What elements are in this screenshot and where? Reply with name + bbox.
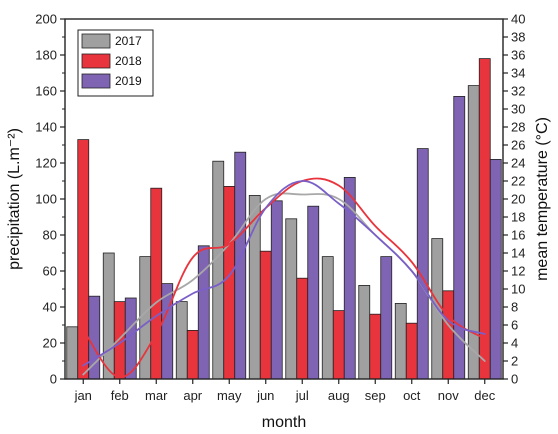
- y2-tick-label: 40: [511, 12, 525, 27]
- y2-tick-label: 28: [511, 120, 525, 135]
- x-tick-label-oct: oct: [403, 388, 421, 403]
- bar-2017-feb: [102, 252, 115, 380]
- y-tick-label: 120: [35, 156, 57, 171]
- bar-2018-dec: [478, 58, 491, 380]
- x-tick-label-aug: aug: [328, 388, 350, 403]
- bar-2018-jan: [77, 139, 90, 380]
- y2-tick-label: 32: [511, 84, 525, 99]
- y2-tick-label: 34: [511, 66, 525, 81]
- y2-tick-label: 16: [511, 228, 525, 243]
- y2-tick-label: 14: [511, 246, 525, 261]
- legend-label-2017: 2017: [115, 34, 142, 48]
- bar-2018-aug: [332, 310, 345, 380]
- bar-2019-oct: [416, 148, 429, 380]
- y2-axis-title: mean temperature (°C): [534, 117, 551, 281]
- bar-2017-sep: [358, 284, 371, 380]
- y2-tick-label: 30: [511, 102, 525, 117]
- bar-2017-jan: [66, 326, 79, 380]
- y2-tick-label: 24: [511, 156, 525, 171]
- legend-label-2019: 2019: [115, 74, 142, 88]
- y-tick-label: 180: [35, 48, 57, 63]
- y-tick-label: 140: [35, 120, 57, 135]
- y2-tick-label: 38: [511, 30, 525, 45]
- legend: 2017 2018 2019: [77, 29, 154, 97]
- y2-tick-label: 12: [511, 264, 525, 279]
- y-tick-label: 20: [43, 336, 57, 351]
- y2-tick-label: 20: [511, 192, 525, 207]
- temperature-lines: [82, 177, 486, 379]
- y2-tick-label: 8: [511, 300, 518, 315]
- legend-swatch-2017: [81, 33, 111, 49]
- y2-tick-label: 0: [511, 372, 518, 387]
- y2-tick-label: 4: [511, 336, 518, 351]
- bar-2018-jun: [259, 250, 272, 380]
- bar-2018-jul: [296, 277, 309, 380]
- legend-swatch-2019: [81, 73, 111, 89]
- legend-swatch-2018: [81, 53, 111, 69]
- y-tick-label: 160: [35, 84, 57, 99]
- bar-2017-apr: [175, 301, 188, 380]
- bar-2018-apr: [186, 329, 199, 380]
- x-tick-label-jul: jul: [295, 388, 309, 403]
- x-tick-label-dec: dec: [474, 388, 495, 403]
- y2-tick-label: 36: [511, 48, 525, 63]
- y2-tick-label: 2: [511, 354, 518, 369]
- x-tick-label-jan: jan: [74, 388, 92, 403]
- x-tick-label-jun: jun: [256, 388, 274, 403]
- bar-2017-oct: [394, 302, 407, 380]
- y-tick-label: 60: [43, 264, 57, 279]
- x-axis-title: month: [262, 414, 306, 431]
- bar-2019-jun: [270, 200, 283, 380]
- bar-2017-mar: [139, 256, 152, 380]
- legend-label-2018: 2018: [115, 54, 142, 68]
- bar-2017-jul: [285, 218, 298, 380]
- bar-2017-may: [212, 160, 225, 380]
- y2-tick-label: 18: [511, 210, 525, 225]
- x-tick-label-feb: feb: [111, 388, 129, 403]
- x-tick-label-sep: sep: [365, 388, 386, 403]
- x-tick-label-mar: mar: [145, 388, 168, 403]
- y-tick-label: 0: [50, 372, 57, 387]
- y-tick-label: 200: [35, 12, 57, 27]
- bar-2019-sep: [380, 256, 393, 380]
- y2-tick-label: 10: [511, 282, 525, 297]
- bar-2018-oct: [405, 322, 418, 380]
- temperature-line-2019: [82, 180, 486, 367]
- y-tick-label: 80: [43, 228, 57, 243]
- bar-2018-may: [223, 185, 236, 380]
- y-tick-label: 100: [35, 192, 57, 207]
- x-tick-label-nov: nov: [438, 388, 459, 403]
- axes: 0204060801001201401601802000246810121416…: [35, 12, 525, 404]
- bar-2019-dec: [489, 158, 502, 380]
- y-tick-label: 40: [43, 300, 57, 315]
- y2-tick-label: 26: [511, 138, 525, 153]
- bar-2017-aug: [321, 256, 334, 380]
- bar-2018-mar: [150, 187, 163, 380]
- y-axis-title: precipitation (L.m⁻²): [6, 128, 23, 270]
- x-tick-label-may: may: [217, 388, 242, 403]
- y2-tick-label: 6: [511, 318, 518, 333]
- temperature-line-2018: [82, 177, 486, 379]
- bar-2018-sep: [369, 313, 382, 380]
- x-tick-label-apr: apr: [183, 388, 202, 403]
- y2-tick-label: 22: [511, 174, 525, 189]
- bar-2019-jul: [307, 205, 320, 380]
- bar-2018-nov: [442, 290, 455, 380]
